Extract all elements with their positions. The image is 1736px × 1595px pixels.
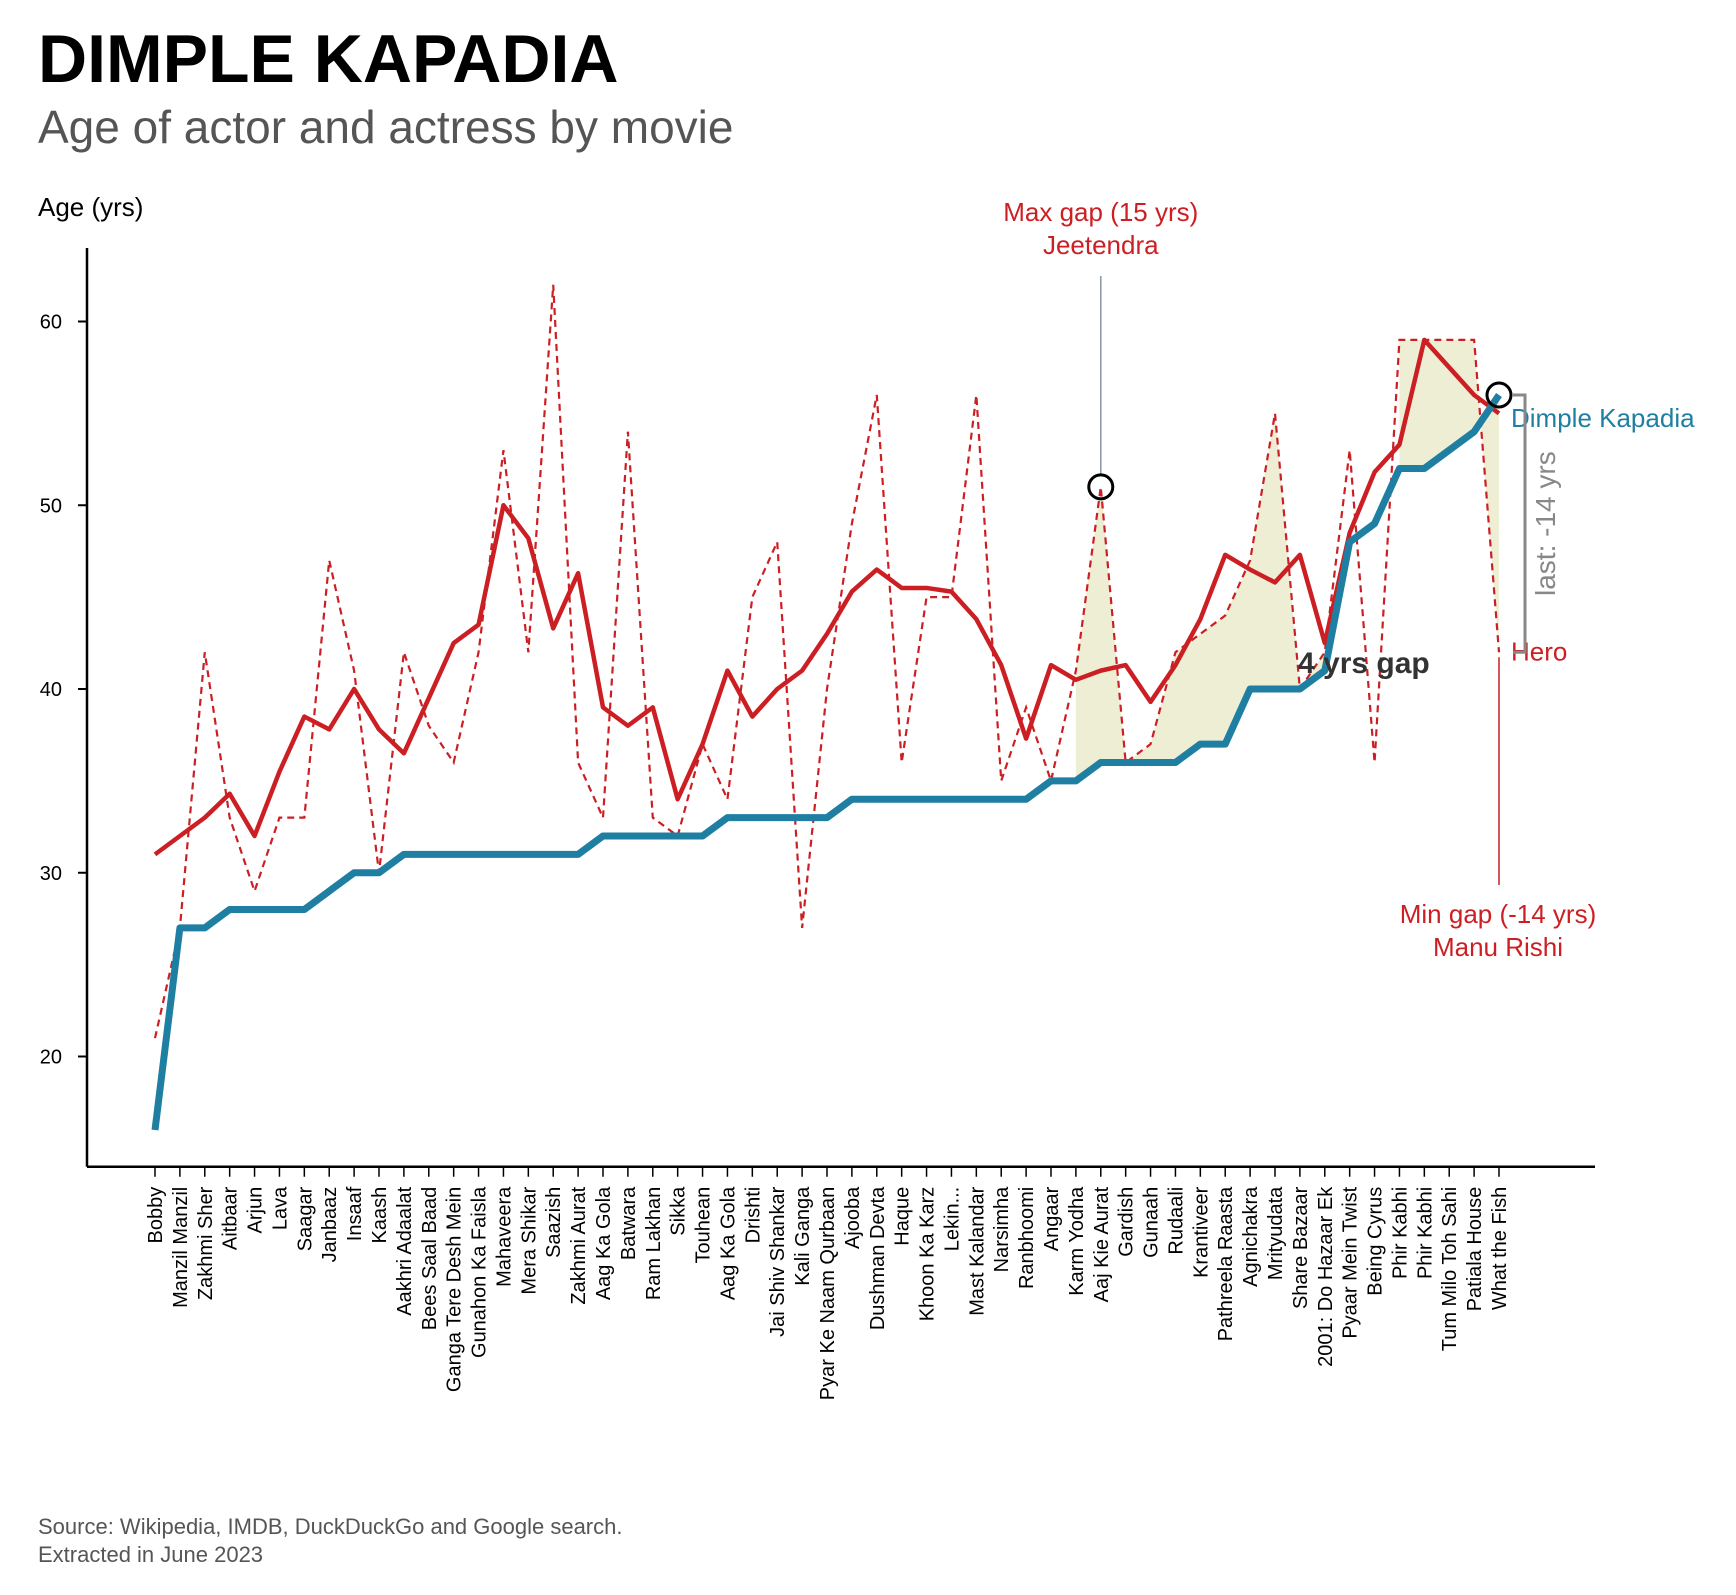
x-tick-label-16: Saazish	[543, 1187, 565, 1258]
y-tick-label-50: 50	[40, 495, 62, 517]
y-tick-label-30: 30	[40, 863, 62, 885]
x-tick-label-28: Ajooba	[842, 1186, 864, 1249]
x-tick-label-50: Phir Kabhi	[1389, 1187, 1411, 1279]
x-tick-label-53: Patiala House	[1464, 1187, 1486, 1312]
x-tick-label-45: Mrityudata	[1265, 1186, 1287, 1280]
x-tick-label-4: Arjun	[245, 1187, 267, 1234]
x-tick-label-10: Aakhri Adaalat	[394, 1186, 416, 1315]
x-tick-label-20: Ram Lakhan	[643, 1187, 665, 1300]
x-tick-label-6: Saagar	[294, 1186, 316, 1251]
x-tick-label-5: Lava	[269, 1186, 291, 1230]
x-tick-label-3: Aitbaar	[220, 1186, 242, 1250]
x-tick-label-37: Karm Yodha	[1066, 1186, 1088, 1296]
x-tick-label-27: Pyar Ke Naam Qurbaan	[817, 1187, 839, 1400]
x-tick-label-32: Lekin...	[941, 1187, 963, 1251]
x-tick-label-42: Krantiveer	[1190, 1186, 1212, 1277]
x-tick-label-18: Aag Ka Gola	[593, 1186, 615, 1300]
x-tick-label-23: Aag Ka Gola	[717, 1186, 739, 1300]
x-tick-label-49: Being Cyrus	[1365, 1187, 1387, 1296]
last-gap-bracket	[1513, 393, 1527, 654]
end-label-actress: Dimple Kapadia	[1511, 403, 1695, 433]
x-tick-label-44: Agnichakra	[1240, 1186, 1262, 1287]
x-tick-label-17: Zakhmi Aurat	[568, 1186, 590, 1304]
x-tick-label-54: What the Fish	[1489, 1187, 1511, 1310]
max-gap-title: Max gap (15 yrs)	[1003, 197, 1198, 227]
x-tick-label-26: Kali Ganga	[792, 1186, 814, 1286]
x-tick-label-40: Gunaah	[1141, 1187, 1163, 1258]
x-tick-label-19: Batwara	[618, 1186, 640, 1260]
x-tick-label-34: Narsimha	[991, 1186, 1013, 1272]
x-tick-label-9: Kaash	[369, 1187, 391, 1244]
y-tick-label-60: 60	[40, 312, 62, 334]
x-tick-label-29: Dushman Devta	[867, 1186, 889, 1330]
max-gap-marker	[1087, 473, 1115, 501]
x-tick-label-51: Phir Kabhi	[1414, 1187, 1436, 1279]
x-tick-label-8: Insaaf	[344, 1186, 366, 1241]
last-point-marker	[1485, 381, 1513, 409]
chart-subtitle: Age of actor and actress by movie	[38, 101, 734, 153]
x-tick-label-0: Bobby	[145, 1187, 167, 1244]
x-tick-labels: Bobby Manzil Manzil Zakhmi Sher Aitbaar Arju…	[145, 1166, 1511, 1400]
x-tick-label-2: Zakhmi Sher	[195, 1186, 217, 1300]
gap-area-0	[1075, 413, 1325, 781]
x-tick-label-22: Touhean	[693, 1187, 715, 1264]
x-tick-label-38: Aaj Kie Aurat	[1091, 1186, 1113, 1302]
y-tick-label-20: 20	[40, 1047, 62, 1069]
x-tick-label-52: Tum Milo Toh Sahi	[1439, 1187, 1461, 1352]
x-tick-label-30: Haque	[892, 1187, 914, 1246]
x-tick-label-35: Ranbhoomi	[1016, 1187, 1038, 1289]
min-gap-name: Manu Rishi	[1433, 932, 1563, 962]
x-tick-label-46: Share Bazaar	[1290, 1186, 1312, 1309]
x-tick-label-1: Manzil Manzil	[170, 1187, 192, 1308]
series-lines	[151, 284, 1502, 1131]
x-tick-label-41: Rudaali	[1165, 1187, 1187, 1255]
footer: Source: Wikipedia, IMDB, DuckDuckGo and …	[38, 1513, 622, 1569]
x-tick-label-11: Bees Saal Baad	[419, 1187, 441, 1330]
source-note: Source: Wikipedia, IMDB, DuckDuckGo and …	[38, 1514, 623, 1539]
x-tick-label-21: Sikka	[668, 1186, 690, 1236]
x-tick-label-25: Jai Shiv Shankar	[767, 1186, 789, 1336]
x-tick-label-31: Khoon Ka Karz	[917, 1187, 939, 1322]
x-tick-label-43: Pathreela Raasta	[1215, 1186, 1237, 1341]
gap-area-1	[1399, 339, 1499, 653]
axes: 20 30 40 50 60 Age (yrs)	[38, 192, 1595, 1168]
x-tick-label-13: Gunahon Ka Faisla	[469, 1186, 491, 1358]
y-tick-label-40: 40	[40, 679, 62, 701]
x-tick-label-39: Gardish	[1116, 1187, 1138, 1257]
min-gap-title: Min gap (-14 yrs)	[1400, 899, 1597, 929]
y-axis-label: Age (yrs)	[38, 192, 143, 222]
x-tick-label-48: Pyaar Mein Twist	[1340, 1186, 1362, 1338]
extracted-note: Extracted in June 2023	[38, 1542, 264, 1567]
x-tick-label-14: Mahaveera	[493, 1186, 515, 1287]
actress-line	[151, 393, 1502, 1131]
chart-title: DIMPLE KAPADIA	[38, 21, 619, 97]
last-gap-label: last: -14 yrs	[1530, 451, 1561, 596]
x-tick-label-15: Mera Shikar	[518, 1186, 540, 1294]
max-gap-name: Jeetendra	[1043, 230, 1159, 260]
x-tick-label-12: Ganga Tere Desh Mein	[444, 1187, 466, 1392]
x-tick-label-7: Janbaaz	[319, 1187, 341, 1263]
x-tick-label-36: Angaar	[1041, 1186, 1063, 1251]
gap-label: 4 yrs gap	[1298, 647, 1430, 680]
x-tick-label-47: 2001: Do Hazaar Ek	[1315, 1186, 1337, 1367]
hero-smoothed-line	[153, 337, 1501, 857]
x-tick-label-24: Drishti	[742, 1187, 764, 1244]
x-tick-label-33: Mast Kalandar	[966, 1186, 988, 1315]
